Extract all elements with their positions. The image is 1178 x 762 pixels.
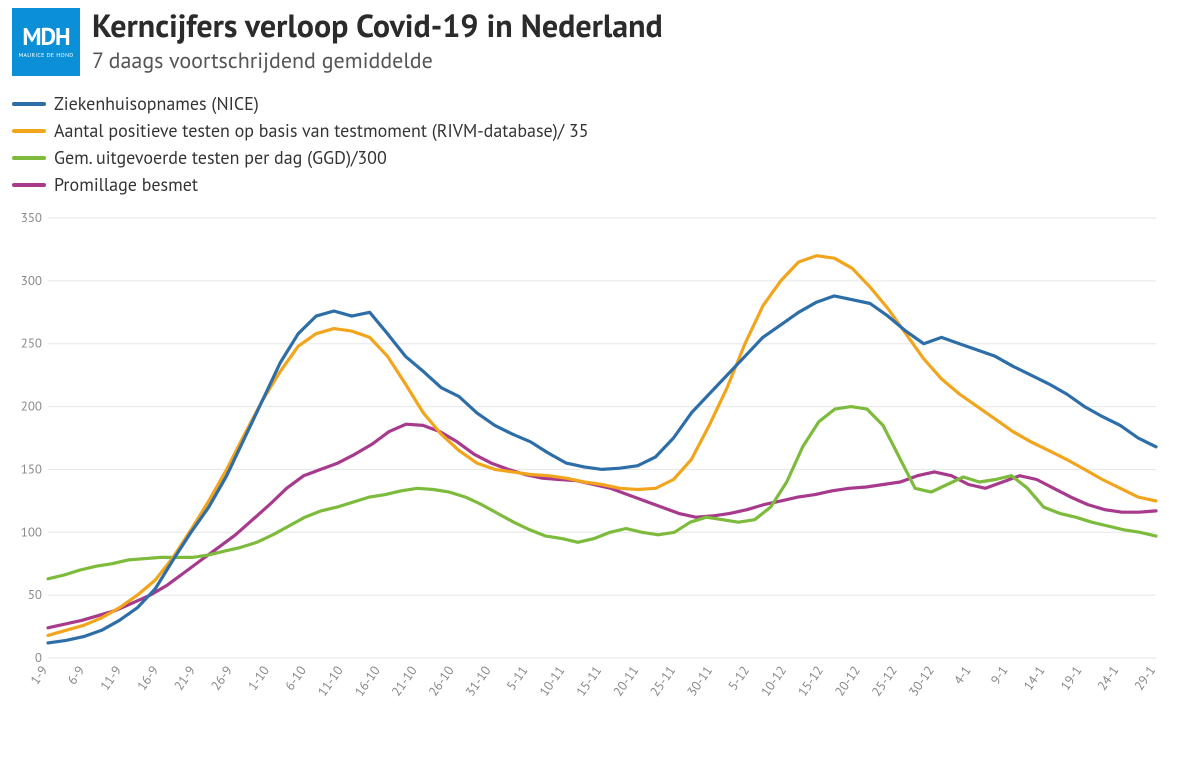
legend-label: Aantal positieve testen op basis van tes…: [54, 117, 589, 144]
y-tick-label: 150: [21, 460, 42, 477]
legend-item: Ziekenhuisopnames (NICE): [12, 90, 1166, 117]
x-tick-label: 30-11: [683, 663, 716, 700]
y-tick-label: 100: [21, 523, 42, 540]
y-tick-label: 50: [28, 586, 42, 603]
legend-swatch: [12, 156, 46, 160]
chart-title: Kerncijfers verloop Covid-19 in Nederlan…: [92, 8, 1166, 43]
x-tick-label: 26-9: [207, 663, 236, 694]
x-tick-label: 1-9: [27, 663, 52, 688]
x-tick-label: 5-12: [724, 663, 753, 694]
x-tick-label: 31-10: [462, 663, 495, 700]
x-tick-label: 16-10: [351, 663, 384, 700]
y-tick-label: 300: [21, 272, 42, 289]
legend: Ziekenhuisopnames (NICE)Aantal positieve…: [0, 80, 1178, 202]
x-tick-label: 21-9: [170, 663, 199, 694]
x-tick-label: 6-10: [281, 663, 310, 694]
x-tick-label: 10-12: [757, 663, 790, 700]
x-tick-label: 30-12: [905, 663, 938, 700]
x-tick-label: 16-9: [133, 663, 162, 694]
legend-item: Aantal positieve testen op basis van tes…: [12, 117, 1166, 144]
chart-subtitle: 7 daags voortschrijdend gemiddelde: [92, 47, 1166, 75]
x-tick-label: 10-11: [535, 663, 568, 700]
logo-text: MDH: [22, 25, 69, 49]
x-tick-label: 26-10: [425, 663, 458, 700]
x-tick-label: 24-1: [1094, 663, 1123, 694]
series-line: [48, 256, 1156, 636]
x-tick-label: 5-11: [503, 663, 532, 694]
x-tick-label: 21-10: [388, 663, 421, 700]
legend-label: Promillage besmet: [54, 171, 198, 198]
x-tick-label: 25-12: [868, 663, 901, 700]
series-line: [48, 424, 1156, 628]
x-tick-label: 15-11: [572, 663, 605, 700]
x-tick-label: 11-9: [96, 663, 125, 694]
x-tick-label: 4-1: [950, 663, 975, 688]
y-tick-label: 350: [21, 209, 42, 226]
legend-label: Gem. uitgevoerde testen per dag (GGD)/30…: [54, 144, 387, 171]
title-block: Kerncijfers verloop Covid-19 in Nederlan…: [92, 8, 1166, 75]
legend-item: Gem. uitgevoerde testen per dag (GGD)/30…: [12, 144, 1166, 171]
legend-swatch: [12, 102, 46, 106]
y-tick-label: 250: [21, 335, 42, 352]
x-tick-label: 6-9: [63, 663, 88, 688]
x-tick-label: 25-11: [646, 663, 679, 700]
x-tick-label: 9-1: [987, 663, 1012, 688]
x-tick-label: 20-11: [609, 663, 642, 700]
y-tick-label: 200: [21, 398, 42, 415]
legend-swatch: [12, 183, 46, 187]
x-tick-label: 11-10: [314, 663, 347, 700]
logo-subtext: MAURICE DE HOND: [18, 51, 73, 59]
chart-area: 0501001502002503003501-96-911-916-921-92…: [0, 202, 1178, 728]
x-tick-label: 20-12: [831, 663, 864, 700]
legend-item: Promillage besmet: [12, 171, 1166, 198]
header: MDH MAURICE DE HOND Kerncijfers verloop …: [0, 0, 1178, 80]
x-tick-label: 1-10: [244, 663, 273, 694]
legend-label: Ziekenhuisopnames (NICE): [54, 90, 259, 117]
legend-swatch: [12, 129, 46, 133]
logo: MDH MAURICE DE HOND: [12, 8, 80, 76]
x-tick-label: 15-12: [794, 663, 827, 700]
line-chart: 0501001502002503003501-96-911-916-921-92…: [12, 208, 1166, 728]
x-tick-label: 29-1: [1130, 663, 1159, 694]
x-tick-label: 19-1: [1057, 663, 1086, 694]
x-tick-label: 14-1: [1020, 663, 1049, 694]
